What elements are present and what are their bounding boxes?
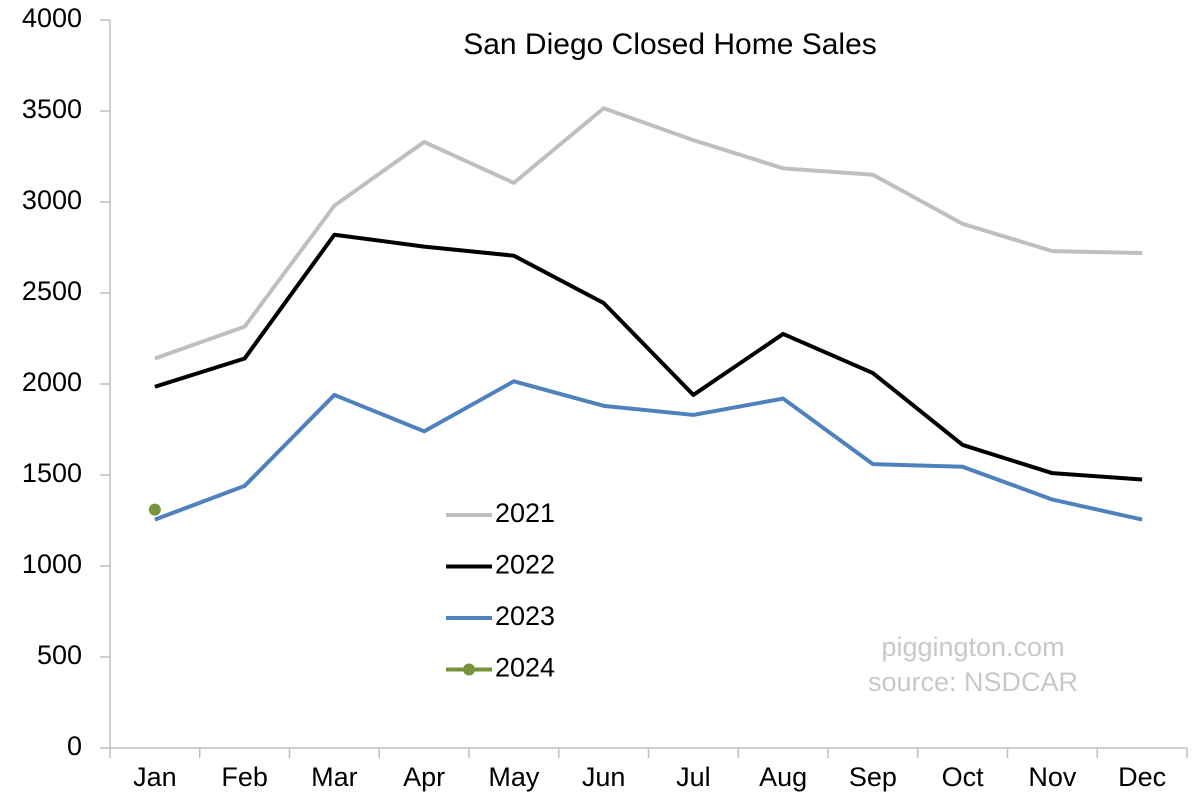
y-tick-label: 1000 <box>22 549 82 579</box>
series-line <box>154 232 1143 482</box>
y-tick-label: 0 <box>67 731 82 761</box>
y-tick-label: 4000 <box>22 3 82 33</box>
chart-title: San Diego Closed Home Sales <box>463 28 877 61</box>
y-tick-label: 500 <box>37 640 82 670</box>
y-tick-label: 2000 <box>22 367 82 397</box>
y-tick-label: 2500 <box>22 276 82 306</box>
series-marker <box>148 503 161 516</box>
x-tick-label: Nov <box>1028 762 1077 792</box>
x-tick-label: Feb <box>221 762 268 792</box>
x-tick-label: Sep <box>849 762 897 792</box>
annotation: piggington.com <box>881 632 1064 662</box>
x-tick-label: Jul <box>676 762 711 792</box>
series-line <box>154 106 1143 361</box>
x-tick-label: Jun <box>582 762 626 792</box>
y-tick-label: 1500 <box>22 458 82 488</box>
legend-label: 2021 <box>495 498 555 528</box>
x-tick-label: Apr <box>403 762 445 792</box>
y-tick-label: 3500 <box>22 94 82 124</box>
legend-marker <box>463 663 475 676</box>
annotation: source: NSDCAR <box>868 667 1078 697</box>
x-tick-label: Mar <box>311 762 358 792</box>
legend-label: 2022 <box>495 550 555 580</box>
y-tick-label: 3000 <box>22 185 82 215</box>
series-line <box>154 379 1143 522</box>
x-tick-label: Oct <box>942 762 985 792</box>
x-tick-label: Dec <box>1118 762 1166 792</box>
x-tick-label: May <box>488 762 540 792</box>
x-tick-label: Jan <box>133 762 177 792</box>
legend-label: 2023 <box>495 601 555 631</box>
legend-label: 2024 <box>495 653 555 683</box>
x-tick-label: Aug <box>759 762 807 792</box>
